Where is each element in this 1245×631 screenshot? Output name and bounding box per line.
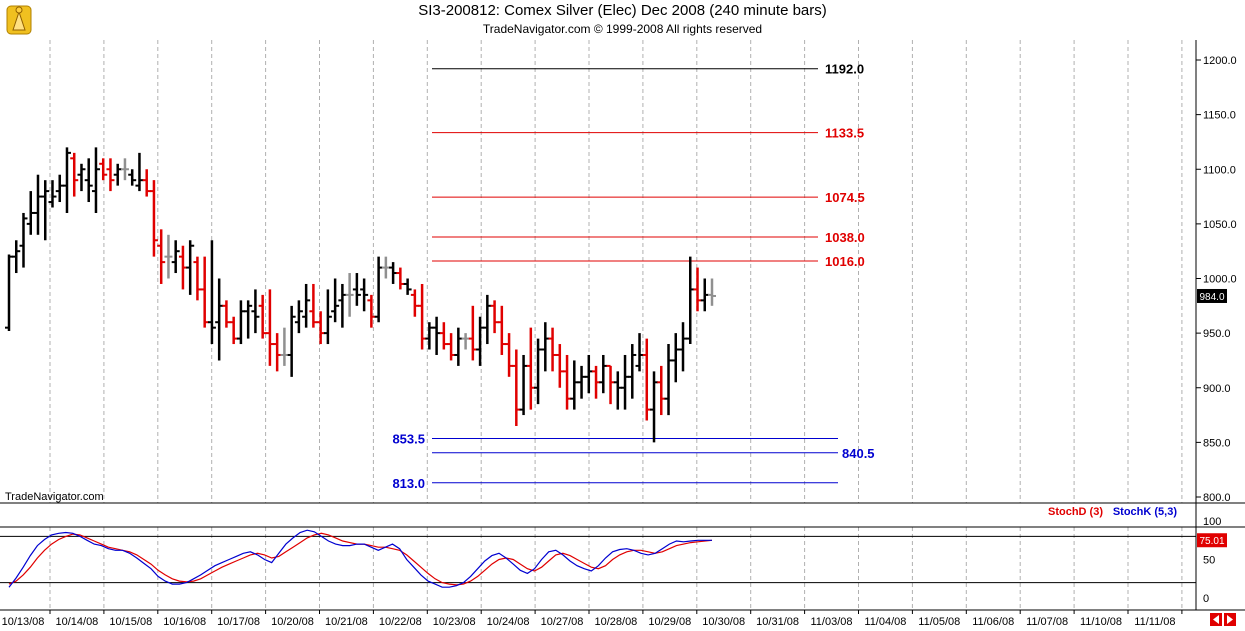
y-tick-label: 950.0 [1203, 328, 1231, 340]
y-tick-label: 1100.0 [1203, 164, 1236, 176]
stochastic-panel: 0 50 100 StochD (3) StochK (5,3) 75.01 [0, 506, 1227, 605]
scroll-left-icon [1213, 615, 1219, 624]
stoch-y-tick-label: 100 [1203, 516, 1221, 528]
level-label: 1016.0 [825, 254, 865, 269]
x-tick-label: 10/14/08 [55, 616, 98, 628]
x-tick-label: 10/22/08 [379, 616, 422, 628]
x-tick-label: 10/24/08 [487, 616, 530, 628]
legend-stochk: StochK (5,3) [1113, 506, 1178, 518]
x-tick-label: 10/31/08 [756, 616, 799, 628]
chart-title: SI3-200812: Comex Silver (Elec) Dec 2008… [418, 2, 827, 19]
x-tick-label: 11/11/08 [1134, 616, 1175, 628]
chart-header: SI3-200812: Comex Silver (Elec) Dec 2008… [0, 0, 1245, 40]
y-tick-label: 1000.0 [1203, 274, 1237, 286]
x-tick-label: 10/28/08 [594, 616, 637, 628]
watermark-text: TradeNavigator.com [5, 491, 104, 503]
x-tick-label: 11/03/08 [810, 616, 852, 628]
y-tick-label: 1150.0 [1203, 110, 1236, 122]
x-tick-label: 10/21/08 [325, 616, 368, 628]
level-label: 813.0 [392, 476, 425, 491]
x-tick-label: 10/29/08 [648, 616, 691, 628]
x-tick-label: 11/04/08 [864, 616, 906, 628]
stoch-y-tick-label: 50 [1203, 555, 1215, 567]
y-tick-label: 1050.0 [1203, 219, 1237, 231]
x-tick-label: 10/16/08 [163, 616, 206, 628]
x-tick-label: 10/20/08 [271, 616, 314, 628]
x-tick-label: 10/30/08 [702, 616, 745, 628]
y-tick-label: 1200.0 [1203, 55, 1237, 67]
level-label: 1192.0 [825, 62, 864, 77]
level-label: 1074.5 [825, 190, 865, 205]
last-price-marker [1197, 288, 1227, 303]
trade-navigator-logo-icon [6, 5, 32, 35]
x-tick-label: 10/23/08 [433, 616, 476, 628]
y-tick-label: 800.0 [1203, 492, 1231, 504]
last-price-label: 984.0 [1199, 292, 1224, 303]
stoch-series-line [8, 529, 712, 588]
stoch-last-value-marker [1197, 533, 1227, 548]
legend-stochd: StochD (3) [1048, 506, 1103, 518]
level-label: 853.5 [392, 432, 425, 447]
price-bars [5, 147, 716, 443]
x-tick-label: 11/10/08 [1080, 616, 1122, 628]
stoch-y-tick-label: 0 [1203, 593, 1209, 605]
level-label: 1038.0 [825, 230, 865, 245]
scroll-right-icon [1227, 615, 1233, 624]
x-tick-label: 10/15/08 [109, 616, 152, 628]
x-tick-label: 10/17/08 [217, 616, 260, 628]
y-tick-label: 850.0 [1203, 437, 1231, 449]
axes: 10/13/08 10/14/08 10/15/08 10/16/08 10/17/08… [0, 40, 1245, 628]
copyright-subtitle: TradeNavigator.com © 1999-2008 All right… [482, 22, 763, 36]
x-tick-label: 11/06/08 [972, 616, 1014, 628]
stoch-series-line [8, 532, 713, 586]
x-tick-label: 10/13/08 [2, 616, 45, 628]
horizontal-levels: 1192.0 1133.5 1074.5 1038.0 1016.0 853.5 840.5… [392, 62, 874, 491]
x-tick-label: 10/27/08 [541, 616, 584, 628]
grid-lines [49, 40, 1183, 610]
stoch-last-value-label: 75.01 [1199, 536, 1224, 547]
y-tick-label: 900.0 [1203, 383, 1231, 395]
x-tick-label: 11/05/08 [918, 616, 960, 628]
x-tick-label: 11/07/08 [1026, 616, 1068, 628]
level-label: 840.5 [842, 446, 875, 461]
level-label: 1133.5 [825, 126, 864, 141]
